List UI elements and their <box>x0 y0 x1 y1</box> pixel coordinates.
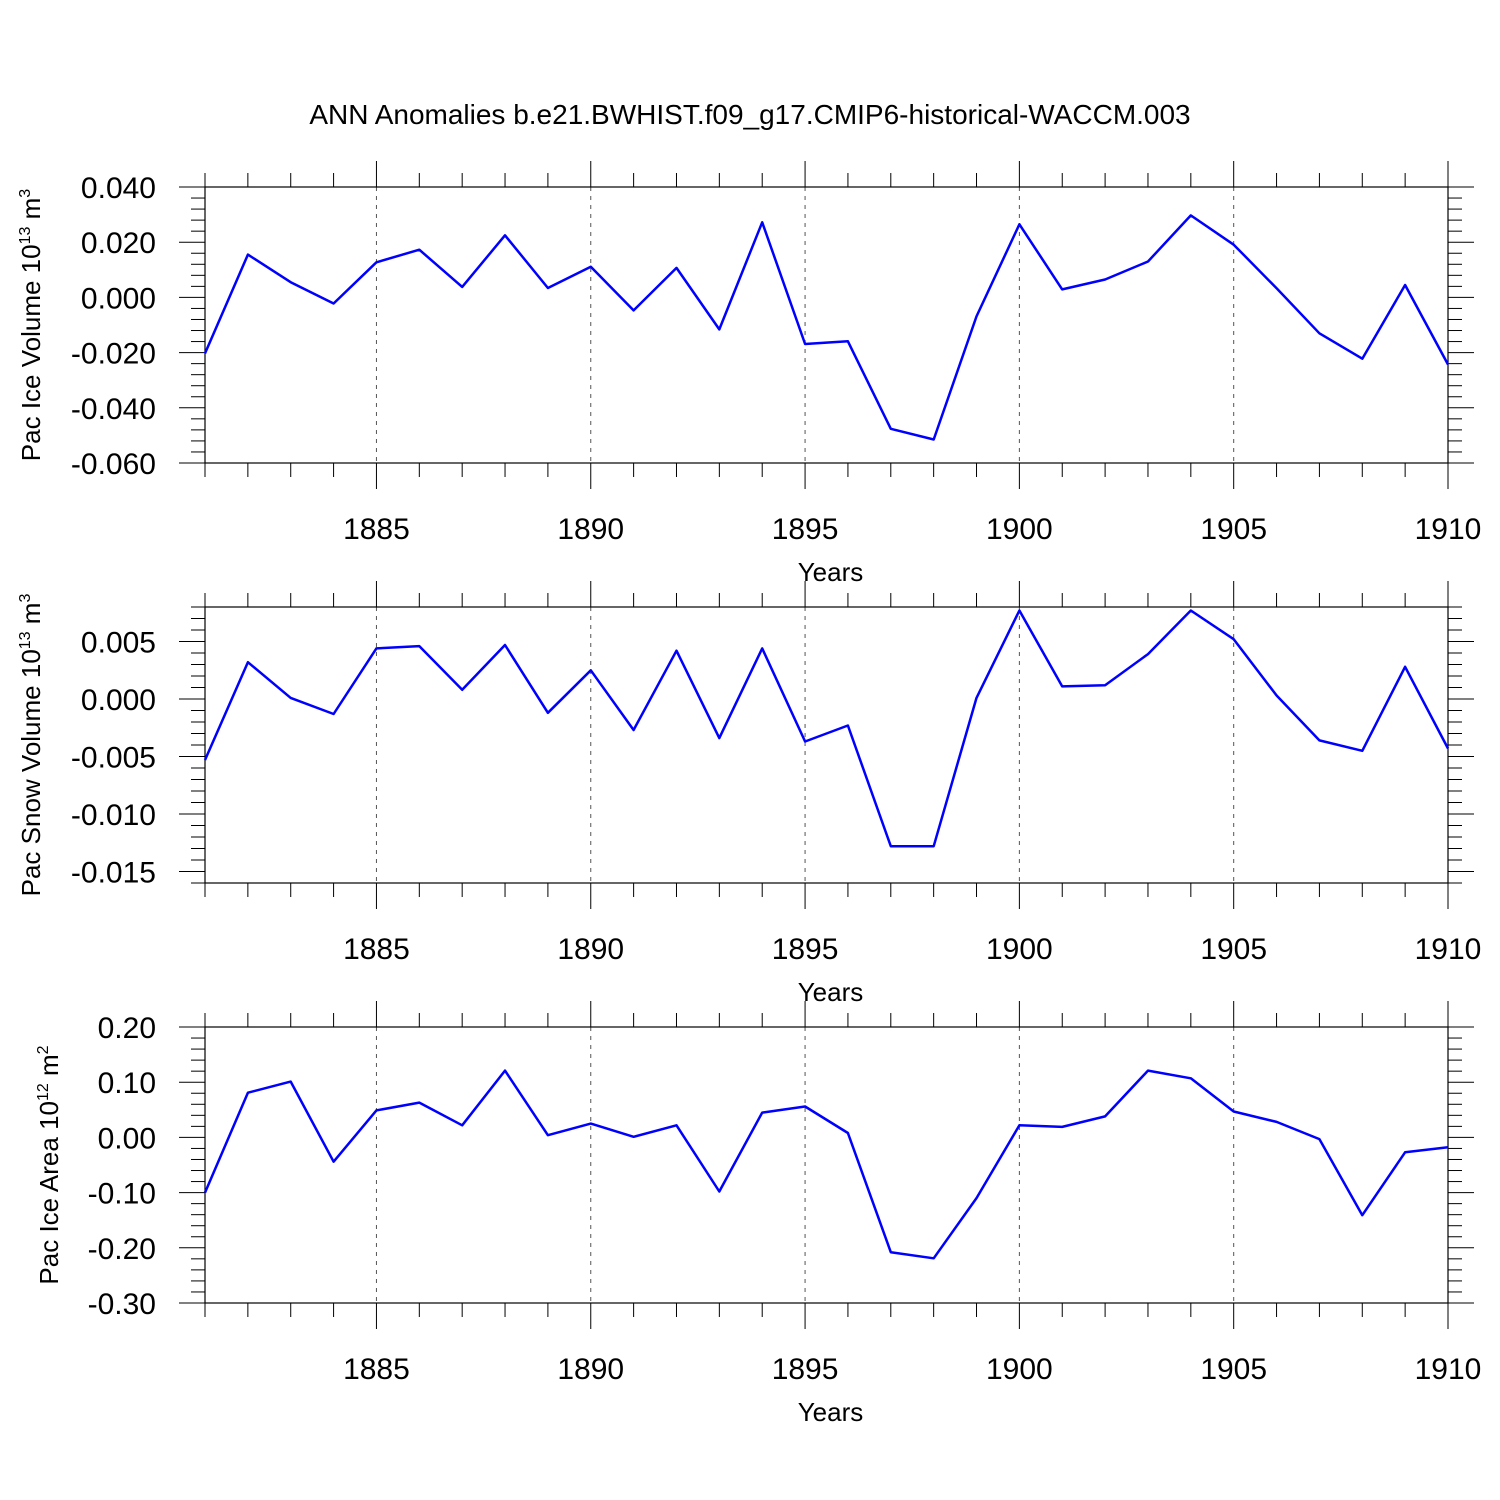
x-tick-label: 1895 <box>772 1353 839 1386</box>
y-tick-label: -0.005 <box>71 742 156 775</box>
y-axis-label: Pac Ice Volume 1013 m3 <box>16 189 46 462</box>
x-tick-label: 1895 <box>772 513 839 546</box>
plot-frame <box>204 186 1449 464</box>
y-axis-label: Pac Ice Area 1012 m2 <box>34 1045 64 1284</box>
plot-frame <box>204 1026 1449 1304</box>
y-tick-label: -0.020 <box>71 338 156 371</box>
y-tick-label: 0.20 <box>98 1012 156 1045</box>
x-tick-label: 1905 <box>1200 933 1267 966</box>
x-tick-label: 1895 <box>772 933 839 966</box>
y-tick-label: 0.020 <box>81 227 156 260</box>
y-tick-label: 0.000 <box>81 282 156 315</box>
y-axis-label: Pac Snow Volume 1013 m3 <box>16 594 46 897</box>
x-tick-label: 1910 <box>1415 1353 1482 1386</box>
series-line <box>203 609 1450 848</box>
y-tick-label: 0.00 <box>98 1122 156 1155</box>
x-axis-label: Years <box>798 1397 864 1427</box>
panel-ice-area: 0.20 0.10 0.00 -0.10 -0.20 -0.30 1885 1890 1895 1… <box>34 1001 1481 1427</box>
y-tick-label: -0.015 <box>71 857 156 890</box>
panel-ice-volume: 0.040 0.020 0.000 -0.020 -0.040 -0.060 1885 189… <box>16 161 1481 587</box>
x-tick-label: 1885 <box>343 513 410 546</box>
y-tick-label: -0.060 <box>71 448 156 481</box>
x-tick-label: 1885 <box>343 1353 410 1386</box>
chart-title: ANN Anomalies b.e21.BWHIST.f09_g17.CMIP6… <box>309 99 1190 130</box>
y-tick-label: 0.005 <box>81 627 156 660</box>
x-tick-label: 1885 <box>343 933 410 966</box>
x-axis-label: Years <box>798 977 864 1007</box>
x-tick-label: 1900 <box>986 1353 1053 1386</box>
y-tick-label: 0.040 <box>81 172 156 205</box>
x-tick-label: 1890 <box>557 933 624 966</box>
x-tick-label: 1890 <box>557 1353 624 1386</box>
x-axis-label: Years <box>798 557 864 587</box>
series-line <box>203 214 1450 441</box>
x-tick-label: 1900 <box>986 513 1053 546</box>
x-tick-label: 1910 <box>1415 513 1482 546</box>
x-tick-label: 1905 <box>1200 1353 1267 1386</box>
series-line <box>203 1069 1449 1260</box>
y-tick-label: -0.010 <box>71 799 156 832</box>
y-tick-label: -0.040 <box>71 393 156 426</box>
y-tick-label: -0.20 <box>88 1233 156 1266</box>
y-tick-label: -0.10 <box>88 1178 156 1211</box>
y-tick-label: 0.10 <box>98 1067 156 1100</box>
x-tick-label: 1905 <box>1200 513 1267 546</box>
x-tick-label: 1910 <box>1415 933 1482 966</box>
x-tick-label: 1890 <box>557 513 624 546</box>
y-tick-label: 0.000 <box>81 684 156 717</box>
x-tick-label: 1900 <box>986 933 1053 966</box>
y-tick-label: -0.30 <box>88 1288 156 1321</box>
panel-snow-volume: 0.005 0.000 -0.005 -0.010 -0.015 1885 1890 1895… <box>16 581 1481 1007</box>
